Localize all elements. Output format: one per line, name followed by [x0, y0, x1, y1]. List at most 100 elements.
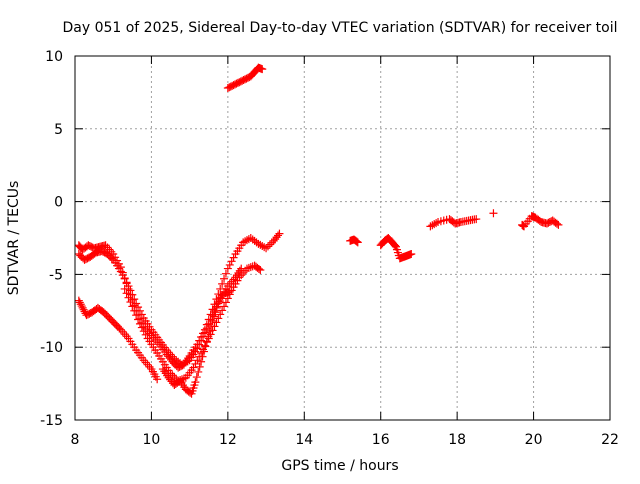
y-axis-label: SDTVAR / TECUs	[6, 181, 22, 296]
data-point	[135, 319, 144, 328]
data-point	[195, 340, 204, 349]
data-point	[267, 238, 276, 247]
data-point	[265, 240, 274, 249]
x-tick-label: 18	[448, 432, 466, 448]
data-point	[220, 274, 229, 283]
data-point	[216, 310, 225, 319]
data-point	[205, 327, 214, 336]
data-point	[124, 293, 133, 302]
y-tick-label: -5	[49, 267, 63, 283]
series-arc-f	[223, 63, 267, 93]
data-point	[214, 290, 223, 299]
data-point	[75, 298, 84, 307]
data-point	[212, 303, 221, 312]
data-point	[260, 243, 269, 252]
data-point	[220, 302, 229, 311]
data-point	[227, 257, 236, 266]
data-point	[118, 271, 127, 280]
data-point	[78, 303, 87, 312]
data-point	[193, 344, 202, 353]
data-point	[137, 323, 146, 332]
data-point	[227, 286, 236, 295]
data-point	[231, 279, 240, 288]
data-point	[116, 267, 125, 276]
data-point	[202, 337, 211, 346]
y-tick-label: -10	[40, 340, 63, 356]
data-point	[141, 330, 150, 339]
data-point	[262, 244, 271, 253]
data-point	[208, 316, 217, 325]
data-point	[194, 367, 203, 376]
data-point	[126, 298, 135, 307]
grid	[75, 56, 610, 420]
data-point	[107, 254, 116, 263]
data-point	[352, 237, 361, 246]
data-point	[223, 264, 232, 273]
data-point	[407, 250, 416, 259]
y-tick-label: -15	[40, 413, 63, 429]
series-arc-h	[426, 209, 563, 231]
data-point	[225, 260, 234, 269]
data-point	[139, 327, 148, 336]
data-point	[210, 312, 219, 321]
y-tick-label: 10	[45, 49, 63, 65]
data-point	[191, 378, 200, 387]
data-point	[120, 284, 129, 293]
x-tick-label: 20	[525, 432, 543, 448]
data-point	[74, 296, 83, 305]
y-tick-label: 0	[54, 195, 63, 211]
data-point	[122, 289, 131, 298]
x-tick-label: 22	[601, 432, 619, 448]
series-arc-c	[74, 296, 162, 384]
data-point	[351, 236, 360, 245]
data-point	[218, 279, 227, 288]
data-point	[258, 65, 267, 74]
data-point	[218, 306, 227, 315]
data-point	[170, 373, 179, 382]
data-point	[221, 298, 230, 307]
data-point	[256, 266, 265, 275]
data-point	[229, 253, 238, 262]
data-point	[195, 362, 204, 371]
data-point	[132, 311, 141, 320]
data-point	[193, 356, 202, 365]
data-point	[432, 219, 441, 228]
data-point	[153, 375, 162, 384]
data-point	[391, 241, 400, 250]
data-point	[134, 303, 143, 312]
plot-frame	[74, 55, 611, 421]
data-point	[242, 264, 251, 273]
data-point	[192, 373, 201, 382]
data-point	[221, 269, 230, 278]
data-point	[274, 231, 283, 240]
y-axis-ticks: -15 -10 -5 0 5 10	[40, 49, 610, 429]
chart-title: Day 051 of 2025, Sidereal Day-to-day VTE…	[62, 20, 617, 36]
data-point	[183, 357, 192, 366]
data-point	[130, 306, 139, 315]
data-point	[353, 238, 362, 247]
data-point	[200, 328, 209, 337]
data-point	[122, 278, 131, 287]
data-point	[552, 219, 561, 228]
data-point	[229, 283, 238, 292]
data-point	[115, 324, 124, 333]
data-point	[554, 220, 563, 229]
y-tick-label: 5	[54, 122, 63, 138]
x-axis-ticks: 8 10 12 14 16 18 20 22	[71, 56, 619, 448]
data-point	[137, 310, 146, 319]
series-arc-g	[346, 234, 416, 263]
data-point	[275, 229, 284, 238]
data-point	[197, 357, 206, 366]
data-point	[189, 363, 198, 372]
data-point	[254, 264, 263, 273]
x-tick-label: 12	[219, 432, 237, 448]
x-tick-label: 8	[71, 432, 80, 448]
data-point	[79, 305, 88, 314]
data-point	[204, 332, 213, 341]
data-point	[214, 314, 223, 323]
data-point	[199, 347, 208, 356]
data-point	[197, 336, 206, 345]
x-tick-label: 10	[143, 432, 161, 448]
